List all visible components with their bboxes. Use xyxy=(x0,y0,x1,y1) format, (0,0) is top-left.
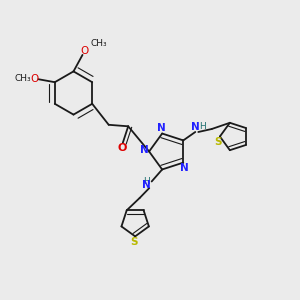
Text: N: N xyxy=(180,163,189,173)
Text: O: O xyxy=(80,46,88,56)
Text: N: N xyxy=(140,145,149,155)
Text: N: N xyxy=(142,180,151,190)
Text: O: O xyxy=(30,74,38,84)
Text: S: S xyxy=(130,237,137,248)
Text: CH₃: CH₃ xyxy=(91,39,107,48)
Text: O: O xyxy=(118,143,127,153)
Text: H: H xyxy=(199,122,206,131)
Text: N: N xyxy=(191,122,200,132)
Text: S: S xyxy=(214,137,222,147)
Text: N: N xyxy=(157,123,166,134)
Text: CH₃: CH₃ xyxy=(14,74,31,83)
Text: H: H xyxy=(143,177,150,186)
